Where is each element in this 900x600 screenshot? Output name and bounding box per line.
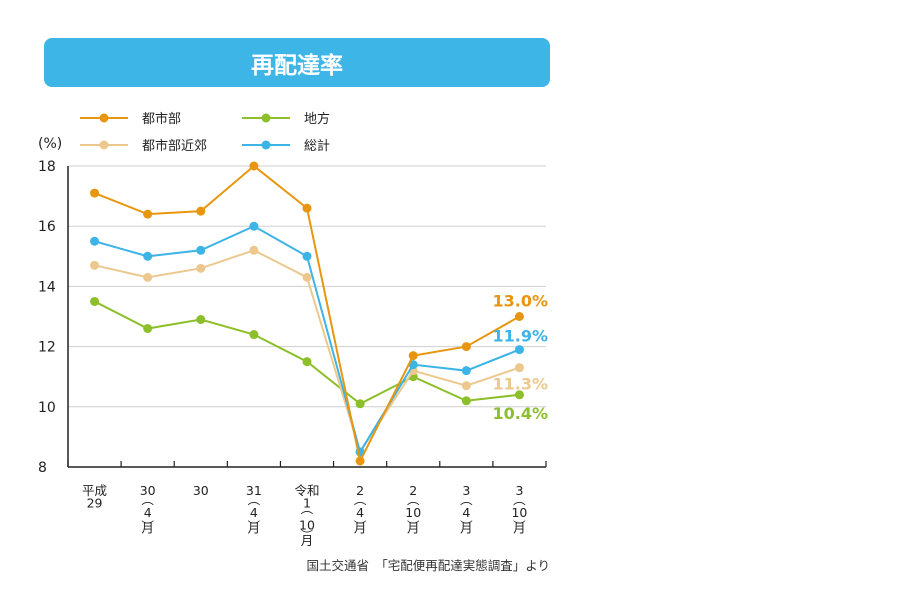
data-point (514, 345, 524, 355)
data-point (302, 357, 312, 367)
y-axis-label: (%) (38, 136, 62, 152)
end-value-label: 11.3% (492, 375, 548, 394)
x-tick-label: 2 ︵ 10 月︶ (405, 483, 421, 536)
data-point (143, 251, 153, 261)
data-point (302, 251, 312, 261)
x-tick-label: 30 ︵ 4 月︶ (140, 483, 156, 536)
legend-marker (99, 140, 109, 150)
legend-label: 地方 (304, 111, 330, 127)
data-point (461, 342, 471, 352)
data-point (196, 206, 206, 216)
data-point (196, 315, 206, 325)
data-point (461, 396, 471, 406)
data-point (302, 272, 312, 282)
y-tick-label: 14 (38, 279, 56, 295)
x-tick-label: 3 ︵ 10 月︶ (511, 483, 527, 536)
y-tick-label: 16 (38, 219, 56, 235)
y-tick-label: 12 (38, 340, 56, 356)
data-point (90, 260, 100, 270)
data-point (90, 188, 100, 198)
data-point (355, 399, 365, 409)
x-tick-label: 30 (193, 483, 209, 498)
source-note: 国土交通省 「宅配便再配達実態調査」より (306, 558, 550, 573)
x-tick-label: 平成 29 (82, 483, 107, 511)
data-point (143, 324, 153, 334)
data-point (249, 221, 259, 231)
data-point (355, 456, 365, 466)
y-tick-label: 8 (38, 460, 47, 476)
legend-marker (261, 113, 271, 123)
legend-label: 都市部 (142, 111, 181, 127)
data-point (249, 161, 259, 171)
end-value-label: 11.9% (492, 327, 548, 346)
x-tick-label: 令和 1︵ 10 月︶ (294, 483, 319, 548)
data-point (302, 203, 312, 213)
data-point (408, 351, 418, 361)
legend-marker (261, 140, 271, 150)
data-point (143, 209, 153, 219)
data-point (408, 360, 418, 370)
data-point (90, 296, 100, 306)
data-point (90, 236, 100, 246)
chart-title: 再配達率 (44, 38, 550, 87)
data-point (514, 390, 524, 400)
data-point (514, 363, 524, 373)
data-point (196, 263, 206, 273)
legend-marker (99, 113, 109, 123)
y-tick-label: 18 (38, 159, 56, 175)
end-value-label: 13.0% (492, 292, 548, 311)
series-line (94, 300, 520, 405)
end-value-label: 10.4% (492, 404, 548, 423)
data-point (461, 366, 471, 376)
x-tick-label: 3 ︵ 4 月︶ (460, 483, 473, 536)
y-tick-label: 10 (38, 400, 56, 416)
data-point (514, 312, 524, 321)
data-point (249, 245, 259, 255)
data-point (196, 245, 206, 255)
x-tick-label: 31 ︵ 4 月︶ (246, 483, 262, 536)
data-point (143, 272, 153, 282)
legend-label: 総計 (304, 138, 330, 154)
legend-label: 都市部近郊 (142, 138, 207, 154)
x-tick-label: 2 ︵ 4 月︶ (354, 483, 367, 536)
data-point (249, 330, 259, 340)
data-point (461, 381, 471, 391)
